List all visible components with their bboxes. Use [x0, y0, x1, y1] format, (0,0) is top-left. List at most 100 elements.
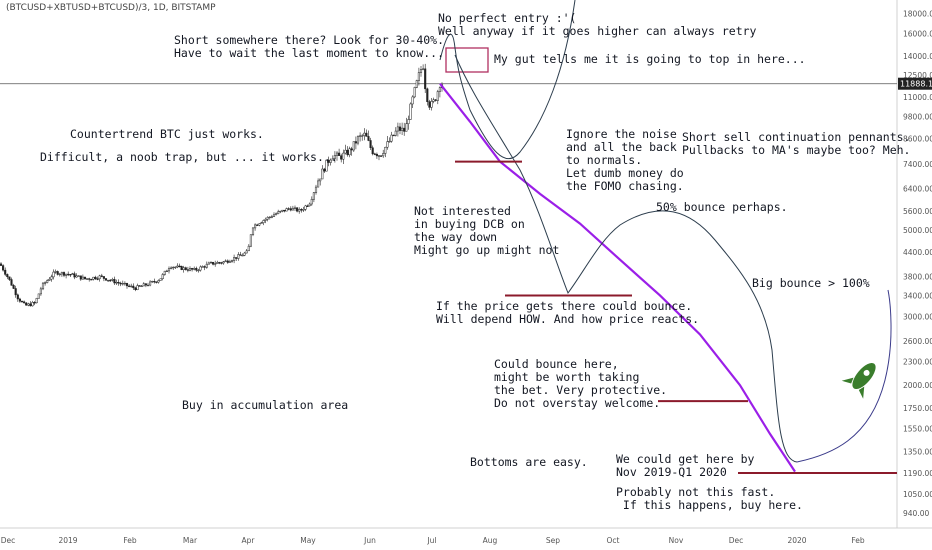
candle-body: [18, 298, 21, 302]
candle-body: [417, 72, 420, 81]
x-tick-label: Jul: [426, 536, 436, 545]
candle-body: [302, 209, 305, 211]
candle-body: [121, 283, 124, 285]
candle-body: [113, 279, 116, 284]
candle-body: [123, 282, 126, 285]
candle-body: [287, 208, 290, 210]
candle-body: [130, 285, 133, 288]
y-tick-label: 5000.00: [903, 226, 932, 235]
x-tick-label: 2019: [58, 536, 77, 545]
candle-body: [260, 222, 263, 224]
candle-body: [312, 192, 315, 200]
annotation-we-could-get: We could get here by Nov 2019-Q1 2020: [616, 452, 755, 479]
candle-body: [77, 275, 80, 277]
candle-body: [60, 272, 63, 275]
candle-body: [165, 270, 168, 272]
y-tick-label: 1550.00: [903, 424, 932, 433]
candle-body: [27, 303, 30, 306]
candle-body: [31, 302, 34, 307]
candle-body: [220, 262, 223, 264]
candle-body: [157, 280, 160, 283]
candle-body: [155, 281, 158, 283]
candle-body: [377, 155, 381, 157]
candle-body: [401, 127, 404, 131]
candle-body: [92, 276, 95, 280]
annotation-no-perfect-entry: No perfect entry :'( Well anyway if it g…: [438, 11, 757, 38]
candle-body: [367, 136, 370, 141]
candle-body: [235, 257, 238, 259]
y-tick-label: 3000.00: [903, 313, 932, 322]
candle-body: [415, 80, 418, 88]
candle-body: [0, 263, 3, 266]
candle-body: [35, 298, 38, 304]
candle-body: [52, 271, 55, 278]
candle-body: [230, 260, 234, 262]
annotation-if-price: If the price gets there could bounce. Wi…: [436, 299, 700, 326]
candle-body: [75, 275, 78, 278]
candle-body: [371, 147, 374, 155]
y-tick-label: 940.00: [903, 509, 929, 518]
y-tick-label: 2000.00: [903, 381, 932, 390]
candle-body: [58, 273, 61, 276]
candle-body: [67, 273, 70, 276]
candle-body: [56, 271, 59, 275]
candle-body: [279, 210, 282, 213]
candle-body: [306, 205, 309, 207]
candle-body: [373, 153, 376, 155]
y-tick-label: 1350.00: [903, 448, 932, 457]
candle-body: [285, 208, 288, 212]
candle-body: [226, 260, 229, 263]
candle-body: [33, 302, 36, 304]
candle-body: [419, 69, 423, 73]
candle-body: [46, 280, 49, 283]
candle-body: [293, 207, 297, 209]
x-tick-label: Apr: [242, 536, 256, 545]
y-tick-label: 1050.00: [903, 490, 932, 499]
candle-body: [88, 278, 91, 280]
candle-body: [251, 227, 255, 235]
candle-body: [73, 273, 76, 278]
candle-body: [62, 272, 66, 276]
y-tick-label: 3400.00: [903, 291, 932, 300]
candle-body: [363, 132, 366, 136]
annotation-big-bounce: Big bounce > 100%: [752, 276, 870, 290]
candle-body: [346, 149, 349, 156]
path-up-scenario: [439, 0, 576, 159]
candle-body: [222, 261, 225, 264]
y-tick-label: 2300.00: [903, 358, 932, 367]
candle-body: [283, 209, 286, 212]
candle-body: [144, 283, 147, 286]
candle-body: [403, 127, 406, 132]
candle-body: [20, 300, 24, 303]
candle-body: [413, 87, 416, 98]
candle-body: [243, 252, 246, 256]
candle-body: [348, 148, 351, 156]
candle-body: [317, 180, 320, 188]
y-tick-label: 7400.00: [903, 160, 932, 169]
candle-body: [289, 208, 292, 211]
candle-body: [247, 245, 250, 252]
candle-body: [16, 294, 19, 300]
candle-body: [323, 168, 326, 172]
x-tick-label: Dec: [1, 536, 16, 545]
candle-body: [94, 276, 97, 280]
candle-body: [83, 276, 87, 280]
candle-body: [350, 148, 353, 151]
candle-body: [369, 140, 372, 148]
y-tick-label: 9800.00: [903, 112, 932, 121]
candle-body: [329, 159, 332, 163]
candle-body: [388, 140, 391, 143]
candle-body: [39, 288, 42, 295]
y-tick-label: 1190.00: [903, 469, 932, 478]
candle-body: [111, 279, 114, 281]
candle-body: [308, 203, 311, 207]
candle-body: [96, 278, 99, 280]
candle-body: [136, 285, 139, 290]
candle-body: [365, 132, 368, 137]
candle-body: [354, 141, 357, 144]
y-tick-label: 3800.00: [903, 273, 932, 282]
y-tick-label: 1750.00: [903, 404, 932, 413]
y-tick-label: 14000.00: [903, 52, 932, 61]
